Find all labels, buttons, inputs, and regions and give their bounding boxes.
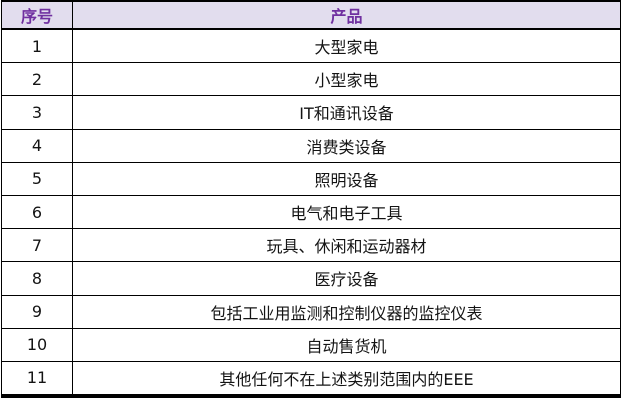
serial-cell: 3 — [1, 95, 73, 130]
product-cell: 自动售货机 — [72, 327, 621, 362]
serial-cell: 11 — [1, 360, 73, 399]
product-cell: 大型家电 — [72, 28, 621, 64]
product-cell: 玩具、休闲和运动器材 — [72, 228, 621, 263]
product-cell: 其他任何不在上述类别范围内的EEE — [72, 360, 621, 399]
product-cell: 消费类设备 — [72, 128, 621, 163]
column-header-serial: 序号 — [1, 0, 73, 30]
table-row: 7 玩具、休闲和运动器材 — [1, 228, 621, 263]
serial-cell: 4 — [1, 128, 73, 163]
product-cell: 医疗设备 — [72, 261, 621, 296]
product-cell: 照明设备 — [72, 161, 621, 196]
serial-cell: 1 — [1, 28, 73, 64]
product-cell: 电气和电子工具 — [72, 194, 621, 230]
serial-cell: 6 — [1, 194, 73, 230]
product-cell: IT和通讯设备 — [72, 95, 621, 130]
table-row: 11 其他任何不在上述类别范围内的EEE — [1, 360, 621, 399]
serial-cell: 2 — [1, 62, 73, 97]
serial-cell: 8 — [1, 261, 73, 296]
serial-cell: 10 — [1, 327, 73, 362]
table-row: 3 IT和通讯设备 — [1, 95, 621, 130]
table-header: 序号 产品 — [1, 0, 621, 30]
table-row: 6 电气和电子工具 — [1, 194, 621, 230]
table-row: 2 小型家电 — [1, 62, 621, 97]
serial-cell: 5 — [1, 161, 73, 196]
product-cell: 包括工业用监测和控制仪器的监控仪表 — [72, 294, 621, 329]
table-row: 1 大型家电 — [1, 28, 621, 64]
table-row: 9 包括工业用监测和控制仪器的监控仪表 — [1, 294, 621, 329]
table-row: 4 消费类设备 — [1, 128, 621, 163]
serial-cell: 7 — [1, 228, 73, 263]
product-cell: 小型家电 — [72, 62, 621, 97]
serial-cell: 9 — [1, 294, 73, 329]
table-body: 1 大型家电 2 小型家电 3 IT和通讯设备 4 消费类设备 5 照明设备 6… — [1, 28, 621, 399]
table-row: 5 照明设备 — [1, 161, 621, 196]
header-row: 序号 产品 — [1, 0, 621, 30]
table-row: 8 医疗设备 — [1, 261, 621, 296]
table-row: 10 自动售货机 — [1, 327, 621, 362]
column-header-product: 产品 — [72, 0, 621, 30]
